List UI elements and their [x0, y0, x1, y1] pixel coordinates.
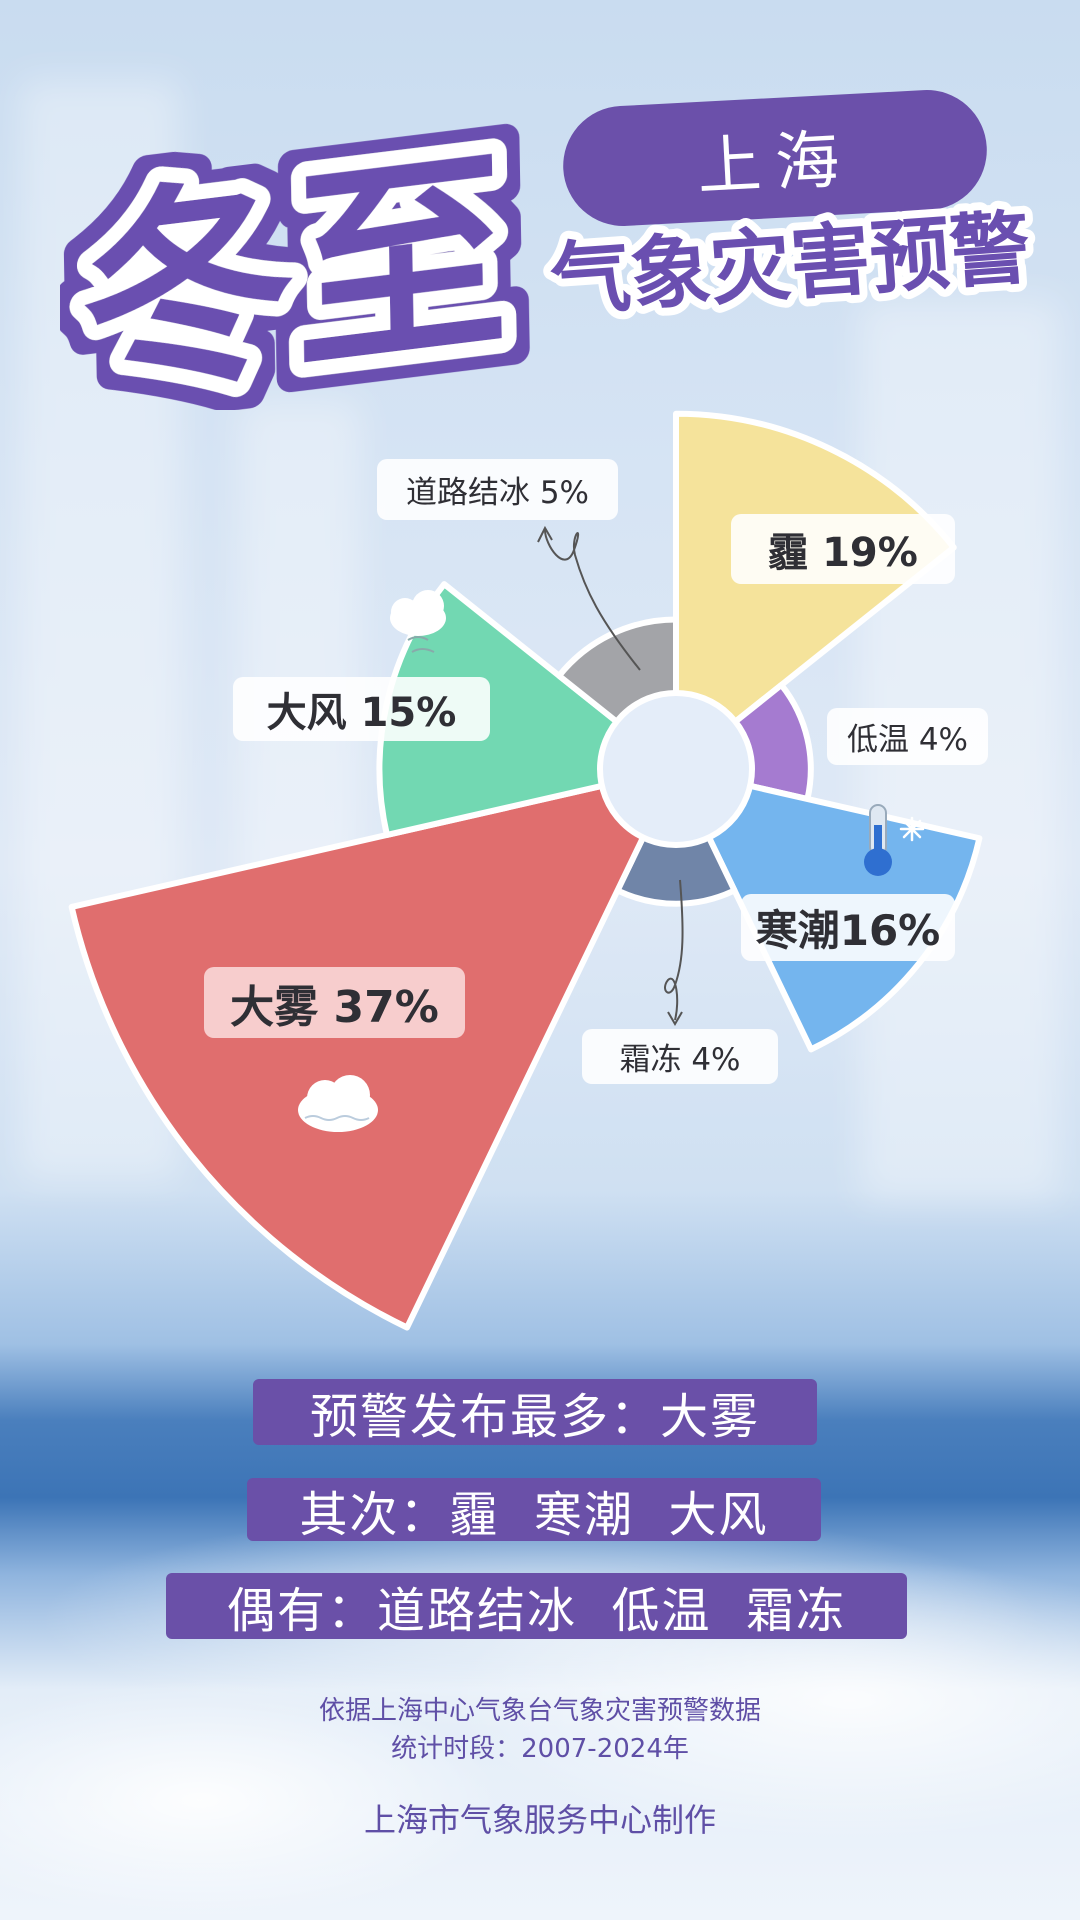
arrow-road-ice — [537, 525, 641, 671]
subtitle: 气象灾害预警 — [540, 200, 1041, 320]
cloud-wind-icon — [390, 590, 446, 653]
big-title: 冬至 — [64, 110, 525, 410]
footer-source: 依据上海中心气象台气象灾害预警数据 — [318, 1696, 761, 1726]
sector-大雾 — [68, 779, 653, 1331]
label-low-temp: 低温 4% — [827, 708, 988, 765]
footer-period: 统计时段：2007-2024年 — [391, 1734, 689, 1764]
cloud-moon-fog-icon — [298, 1075, 378, 1132]
svg-text:冬至: 冬至 — [79, 124, 510, 410]
label-haze: 霾 19% — [731, 514, 955, 584]
summary-second: 其次：霾 寒潮 大风 — [247, 1478, 821, 1543]
summary-most: 预警发布最多：大雾 — [253, 1379, 817, 1445]
center-circle — [597, 690, 755, 848]
label-frost: 霜冻 4% — [582, 1029, 778, 1084]
rose-chart — [68, 413, 980, 1331]
label-wind: 大风 15% — [233, 677, 490, 741]
label-road-ice: 道路结冰 5% — [377, 459, 618, 520]
footer-producer: 上海市气象服务中心制作 — [363, 1801, 716, 1839]
label-cold-wave: 寒潮16% — [741, 894, 955, 961]
arrow-frost — [664, 879, 684, 1026]
summary-occasional: 偶有：道路结冰 低温 霜冻 — [166, 1573, 907, 1639]
label-fog: 大雾 37% — [204, 967, 465, 1038]
thermometer-snowflake-icon — [864, 804, 925, 876]
snowflake-icon — [899, 816, 925, 842]
